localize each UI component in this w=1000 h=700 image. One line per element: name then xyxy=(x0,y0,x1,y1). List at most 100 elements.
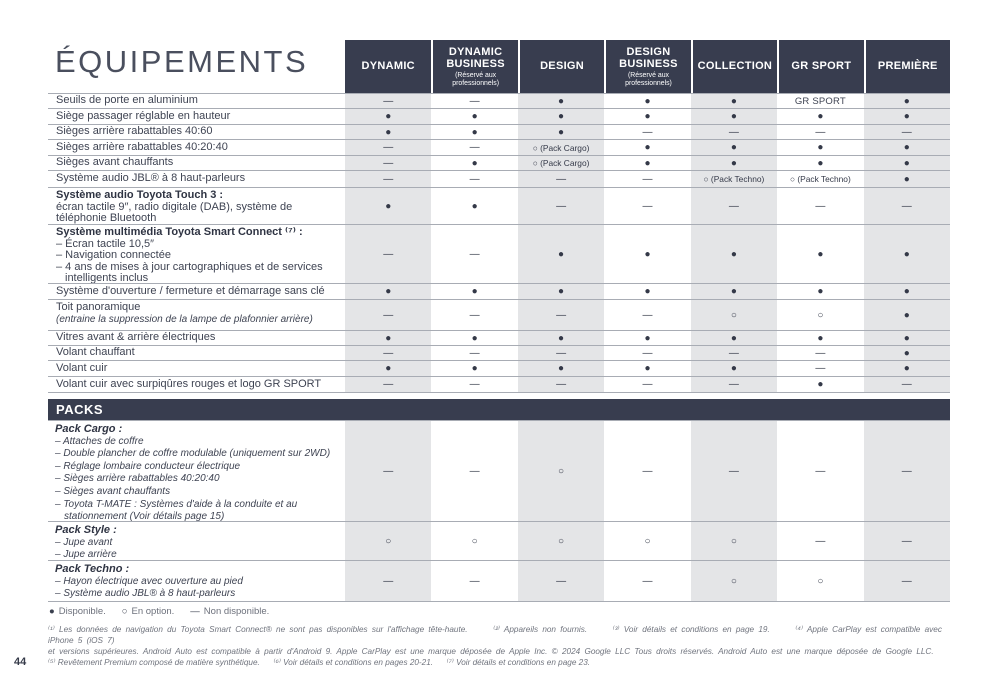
availability-cell: ● xyxy=(690,156,778,170)
availability-cell: — xyxy=(469,379,480,390)
availability-cell: ○ xyxy=(345,522,432,560)
availability-cell: ● xyxy=(690,331,778,345)
legend-symbol: — xyxy=(190,606,200,617)
availability-cell: ● xyxy=(517,225,605,283)
availability-cell: ● xyxy=(345,361,432,376)
availability-cell: — xyxy=(345,346,432,360)
availability-cell: — xyxy=(863,188,950,224)
equipment-row: Système audio Toyota Touch 3 : écran tact… xyxy=(48,187,950,224)
availability-cell: — xyxy=(642,309,653,321)
equipment-row: Seuils de porte en aluminium — — ● ● ● GR SPOR… xyxy=(48,93,950,108)
availability-cell: — xyxy=(345,300,432,330)
feature-label: Volant cuir xyxy=(56,361,108,374)
availability-cell: ● xyxy=(644,157,651,169)
legend-label: Disponible. xyxy=(58,606,106,617)
availability-cell: ○ (Pack Techno) xyxy=(789,174,851,184)
availability-cell: ● xyxy=(690,140,778,155)
feature-label: Sièges avant chauffants xyxy=(56,156,174,169)
availability-cell: — xyxy=(690,377,778,392)
equipment-row: Système d'ouverture / fermeture et démar… xyxy=(48,283,950,299)
availability-cell: — xyxy=(642,173,653,185)
availability-cell: ● xyxy=(863,171,950,187)
availability-cell: ○ (Pack Cargo) xyxy=(517,140,605,155)
availability-cell: ● xyxy=(345,188,432,224)
availability-cell: ● xyxy=(471,332,478,344)
availability-cell: ● xyxy=(517,361,605,376)
availability-cell: — xyxy=(642,347,653,359)
trim-name: DYNAMIC BUSINESS xyxy=(446,45,505,71)
legend: ● Disponible. ○ En option. — Non disponible. xyxy=(49,606,285,617)
footnote-line: et versions supérieures. Android Auto es… xyxy=(48,647,934,656)
availability-cell: — xyxy=(345,171,432,187)
feature-label: Seuils de porte en aluminium xyxy=(56,94,198,107)
pack-row: Pack Style : – Jupe avant – Jupe arrière ○ ○… xyxy=(48,521,950,560)
availability-cell: ● xyxy=(863,346,950,360)
legend-label: Non disponible. xyxy=(203,606,270,617)
availability-cell: — xyxy=(690,125,778,139)
availability-cell: ● xyxy=(517,125,605,139)
availability-cell: ● xyxy=(863,300,950,330)
feature-label: Toit panoramique (entraine la suppression… xyxy=(56,301,313,325)
availability-cell: ● xyxy=(471,111,478,122)
equipment-table: Seuils de porte en aluminium — — ● ● ● GR SPOR… xyxy=(48,93,950,393)
trim-subtitle: (Réservé aux professionnels) xyxy=(452,71,499,87)
availability-cell: — xyxy=(469,173,480,185)
availability-cell: ● xyxy=(644,286,651,297)
availability-cell: ● xyxy=(817,157,824,169)
availability-cell: ● xyxy=(345,331,432,345)
availability-cell: ● xyxy=(644,95,651,107)
availability-cell: — xyxy=(345,377,432,392)
availability-cell: — xyxy=(642,126,653,138)
availability-cell: ● xyxy=(863,284,950,299)
availability-cell: ● xyxy=(690,94,778,108)
availability-cell: ● xyxy=(690,284,778,299)
availability-cell: ● xyxy=(863,109,950,124)
page-number: 44 xyxy=(14,656,27,668)
feature-label: Pack Style : – Jupe avant – Jupe arrière xyxy=(55,524,117,560)
availability-cell: ● xyxy=(817,379,824,390)
legend-symbol: ● xyxy=(49,606,55,617)
trim-subtitle: (Réservé aux professionnels) xyxy=(625,71,672,87)
availability-cell: — xyxy=(863,377,950,392)
availability-cell: — xyxy=(469,142,480,153)
trim-column-header: PREMIÈRE xyxy=(863,40,950,93)
legend-item: ○ En option. xyxy=(122,606,175,617)
availability-cell: ● xyxy=(471,363,478,374)
availability-cell: ○ xyxy=(517,522,605,560)
availability-cell: ○ xyxy=(690,522,778,560)
availability-cell: — xyxy=(469,575,480,587)
pack-row: Pack Cargo : – Attaches de coffre – Double… xyxy=(48,420,950,521)
availability-cell: GR SPORT xyxy=(794,95,846,107)
availability-cell: ● xyxy=(863,361,950,376)
availability-cell: ● xyxy=(644,111,651,122)
packs-table: Pack Cargo : – Attaches de coffre – Double… xyxy=(48,420,950,602)
availability-cell: ○ xyxy=(517,421,605,521)
availability-cell: ● xyxy=(471,200,478,212)
trim-name: COLLECTION xyxy=(697,60,773,73)
availability-cell: — xyxy=(345,140,432,155)
equipment-row: Sièges avant chauffants — ● ○ (Pack Cargo) ●… xyxy=(48,155,950,170)
availability-cell: ● xyxy=(690,109,778,124)
availability-cell: — xyxy=(469,347,480,359)
availability-cell: ● xyxy=(517,109,605,124)
availability-cell: ● xyxy=(471,126,478,138)
feature-label: Sièges arrière rabattables 40:60 xyxy=(56,125,213,138)
availability-cell: — xyxy=(690,188,778,224)
availability-cell: ● xyxy=(817,286,824,297)
equipment-row: Système audio JBL® à 8 haut-parleurs — — — —… xyxy=(48,170,950,187)
feature-label: Volant cuir avec surpiqûres rouges et lo… xyxy=(56,377,322,390)
availability-cell: — xyxy=(517,188,605,224)
availability-cell: ○ (Pack Techno) xyxy=(690,171,778,187)
feature-label: Sièges arrière rabattables 40:20:40 xyxy=(56,140,228,153)
availability-cell: — xyxy=(690,346,778,360)
feature-label: Système audio JBL® à 8 haut-parleurs xyxy=(56,172,246,185)
availability-cell: ○ xyxy=(644,535,651,547)
feature-label: Système d'ouverture / fermeture et démar… xyxy=(56,284,325,297)
page-title: ÉQUIPEMENTS xyxy=(55,44,309,79)
availability-cell: — xyxy=(517,171,605,187)
trim-name: GR SPORT xyxy=(791,60,852,73)
feature-label: Pack Techno : – Hayon électrique avec ouv… xyxy=(55,563,243,600)
equipment-row: Vitres avant & arrière électriques ● ● ● ● ● ●… xyxy=(48,330,950,345)
feature-label: Siège passager réglable en hauteur xyxy=(56,109,231,122)
